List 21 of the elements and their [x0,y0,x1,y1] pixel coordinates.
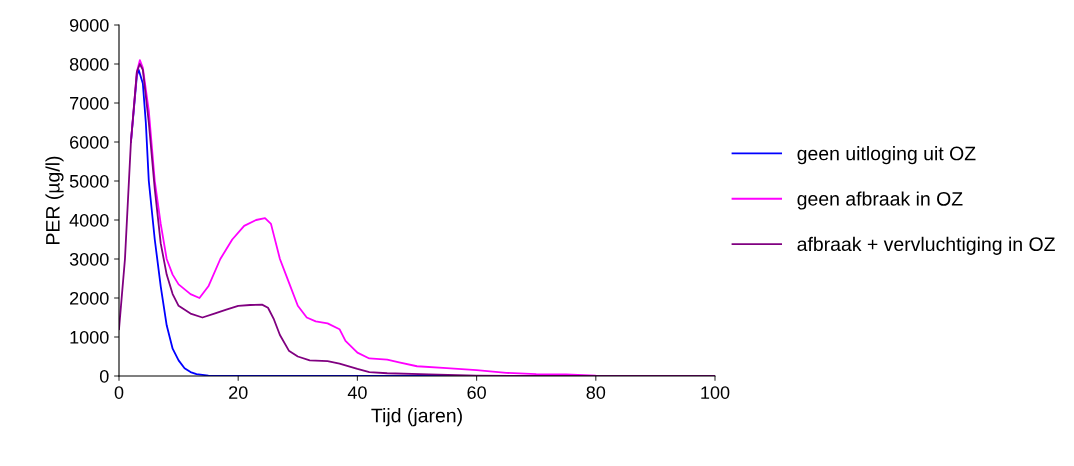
x-axis-title: Tijd (jaren) [371,408,462,427]
y-tick-label: 6000 [70,135,109,149]
x-tick-label: 100 [701,386,730,399]
y-tick-label: 5000 [69,174,109,188]
x-tick-label: 60 [467,386,486,399]
legend-label: geen uitloging uit OZ [797,146,976,165]
legend-label: geen afbraak in OZ [797,191,963,210]
y-tick-label: 8000 [69,57,109,71]
y-tick-label: 7000 [70,96,109,110]
x-tick-label: 20 [229,386,248,399]
x-tick-label: 40 [347,386,367,399]
y-tick-label: 4000 [69,213,109,227]
y-tick-label: 3000 [69,252,109,266]
x-tick-label: 0 [114,386,124,399]
legend-label: afbraak + vervluchtiging in OZ [797,236,1055,255]
x-tick-label: 80 [586,386,606,399]
y-tick-label: 2000 [70,291,109,305]
y-tick-label: 9000 [69,18,109,32]
y-axis-title: PER (µg/l) [45,156,64,244]
y-tick-label: 1000 [70,330,109,344]
y-tick-label: 0 [99,369,109,383]
